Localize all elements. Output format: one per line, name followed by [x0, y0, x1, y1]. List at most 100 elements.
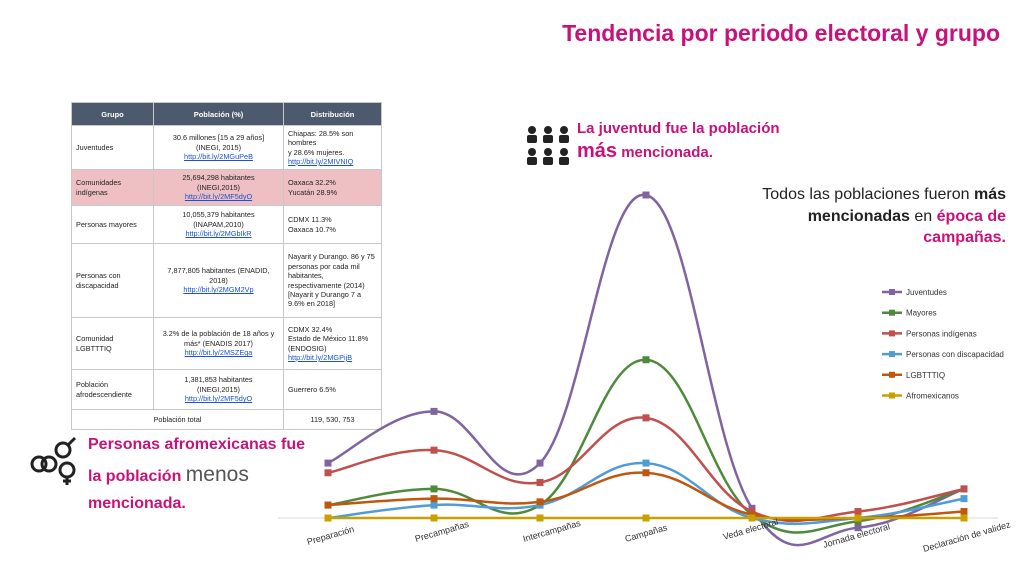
cell-grupo: Juventudes: [71, 125, 154, 170]
population-table: Grupo Población (%) Distribución Juventu…: [71, 102, 382, 430]
distribucion-line: y 28.6% mujeres.: [288, 147, 345, 157]
legend-label: Mayores: [906, 309, 937, 318]
distribucion-line: Guerrero 6.5%: [288, 384, 336, 394]
afro-note-line1: Personas afromexicanas fue: [88, 436, 305, 453]
cell-poblacion: 7,877,805 habitantes (ENADID, 2018) http:…: [153, 243, 284, 318]
data-point: [642, 469, 650, 477]
x-tick-label: Campañas: [624, 522, 669, 544]
all-note-part2: en: [909, 207, 937, 225]
data-point: [642, 514, 650, 522]
series-5: [324, 514, 968, 522]
data-point: [642, 191, 650, 199]
data-point: [536, 459, 544, 467]
afro-note-line2: la población: [88, 467, 186, 485]
cell-grupo: Comunidad LGBTTTIQ: [71, 317, 154, 370]
youth-note-line1: La juventud fue la población: [577, 120, 780, 137]
poblacion-link[interactable]: http://bit.ly/2MF5dyO: [184, 394, 253, 404]
legend-item: Personas indígenas: [882, 329, 977, 338]
distribucion-line: Estado de México 11.8%: [288, 334, 369, 344]
distribucion-line: [Nayarit y Durango 7 a 9.6% en 2018]: [288, 289, 362, 309]
cell-distribucion: Oaxaca 32.2% Yucatán 28.9%: [283, 169, 382, 206]
data-point: [430, 501, 438, 509]
distribucion-link[interactable]: http://bit.ly/2MGPijB: [288, 352, 353, 362]
afro-note: Personas afromexicanas fue la población …: [88, 432, 328, 517]
data-point: [960, 495, 968, 503]
table-total-row: Población total 119, 530, 753: [71, 409, 382, 430]
cell-poblacion: 10,055,379 habitantes (INAPAM,2010) http:/…: [153, 205, 284, 244]
distribucion-line: CDMX 32.4%: [288, 324, 333, 334]
legend-item: Juventudes: [882, 288, 947, 297]
poblacion-link[interactable]: http://bit.ly/2MF5dyO: [184, 192, 253, 202]
data-point: [748, 514, 756, 522]
all-populations-note: Todos las poblaciones fueron más mencion…: [730, 184, 1006, 249]
afro-note-line3: mencionada.: [88, 495, 186, 513]
legend-marker: [889, 309, 895, 316]
legend-marker: [889, 330, 895, 337]
cell-distribucion: CDMX 11.3% Oaxaca 10.7%: [283, 205, 382, 244]
header-poblacion: Población (%): [153, 102, 284, 126]
all-note-bold: más mencionadas: [807, 186, 1006, 225]
youth-note-rest: mencionada.: [621, 143, 713, 161]
distribucion-line: CDMX 11.3%: [288, 215, 332, 225]
group-people-icon: [527, 126, 569, 165]
distribucion-line: Oaxaca 32.2%: [288, 178, 336, 188]
legend-item: Personas con discapacidad: [882, 350, 1004, 359]
distribucion-link[interactable]: http://bit.ly/2MIVNIQ: [288, 156, 354, 166]
poblacion-line: 25,694,298 habitantes: [182, 173, 255, 183]
poblacion-line: (INEGI,2015): [197, 384, 240, 394]
poblacion-line: 30.6 millones [15 a 29 años]: [172, 133, 265, 143]
legend-label: Personas indígenas: [906, 329, 977, 338]
data-point: [642, 356, 650, 364]
all-note-highlight: época de campañas.: [923, 207, 1006, 247]
distribucion-line: Yucatán 28.9%: [288, 187, 338, 197]
legend-label: Juventudes: [906, 288, 947, 297]
data-point: [642, 459, 650, 467]
poblacion-link[interactable]: http://bit.ly/2MGuPeB: [184, 152, 253, 162]
total-value: 119, 530, 753: [283, 409, 382, 430]
distribucion-line: Nayarit y Durango. 86 y 75 personas por …: [288, 252, 375, 290]
x-tick-label: Precampañas: [414, 519, 471, 544]
poblacion-line: 10,055,379 habitantes: [182, 210, 255, 220]
distribucion-line: Oaxaca 10.7%: [288, 224, 336, 234]
table-body: Juventudes 30.6 millones [15 a 29 años] (I…: [71, 125, 382, 430]
poblacion-line: (INAPAM,2010): [193, 219, 244, 229]
legend-marker: [889, 351, 895, 358]
cell-distribucion: Guerrero 6.5%: [283, 369, 382, 410]
poblacion-line: 7,877,805 habitantes (ENADID, 2018): [167, 266, 270, 285]
table-row: Personas mayores 10,055,379 habitantes (IN…: [71, 205, 382, 244]
data-point: [430, 407, 438, 415]
x-tick-label: Preparación: [306, 524, 355, 547]
afro-note-menos: menos: [185, 462, 249, 486]
cell-distribucion: Chiapas: 28.5% son hombres y 28.6% mujere…: [283, 125, 382, 170]
table-row: Comunidades indígenas 25,694,298 habitant…: [71, 169, 382, 206]
table-row: Personas con discapacidad 7,877,805 habit…: [71, 243, 382, 318]
distribucion-line: Chiapas: 28.5% son hombres: [288, 128, 354, 148]
series-line: [327, 471, 965, 522]
table-row: Población afrodescendiente 1,381,853 habi…: [71, 369, 382, 410]
legend-item: LGBTTTIQ: [882, 371, 945, 380]
series-group: [324, 191, 968, 547]
data-point: [324, 501, 332, 509]
poblacion-link[interactable]: http://bit.ly/2MGbIkR: [185, 229, 252, 239]
data-point: [430, 446, 438, 454]
cell-poblacion: 1,381,853 habitantes (INEGI,2015) http://b…: [153, 369, 284, 410]
poblacion-link[interactable]: http://bit.ly/2MGM2Vp: [183, 285, 254, 295]
data-point: [536, 514, 544, 522]
poblacion-link[interactable]: http://bit.ly/2MSZEga: [184, 348, 253, 358]
youth-note-big: más: [577, 139, 618, 162]
cell-distribucion: Nayarit y Durango. 86 y 75 personas por …: [283, 243, 382, 318]
cell-poblacion: 30.6 millones [15 a 29 años] (INEGI, 2015…: [153, 125, 284, 170]
x-tick-label: Intercampañas: [522, 518, 582, 544]
series-line: [327, 193, 965, 547]
legend-marker: [889, 392, 895, 399]
cell-poblacion: 25,694,298 habitantes (INEGI,2015) http://…: [153, 169, 284, 206]
data-point: [536, 478, 544, 486]
data-point: [430, 514, 438, 522]
data-point: [430, 495, 438, 503]
data-point: [960, 514, 968, 522]
total-label: Población total: [71, 409, 284, 430]
table-header-row: Grupo Población (%) Distribución: [71, 102, 382, 126]
chart-legend: Juventudes Mayores Personas indígenas Perso…: [882, 288, 1004, 401]
legend-item: Afromexicanos: [882, 392, 959, 401]
